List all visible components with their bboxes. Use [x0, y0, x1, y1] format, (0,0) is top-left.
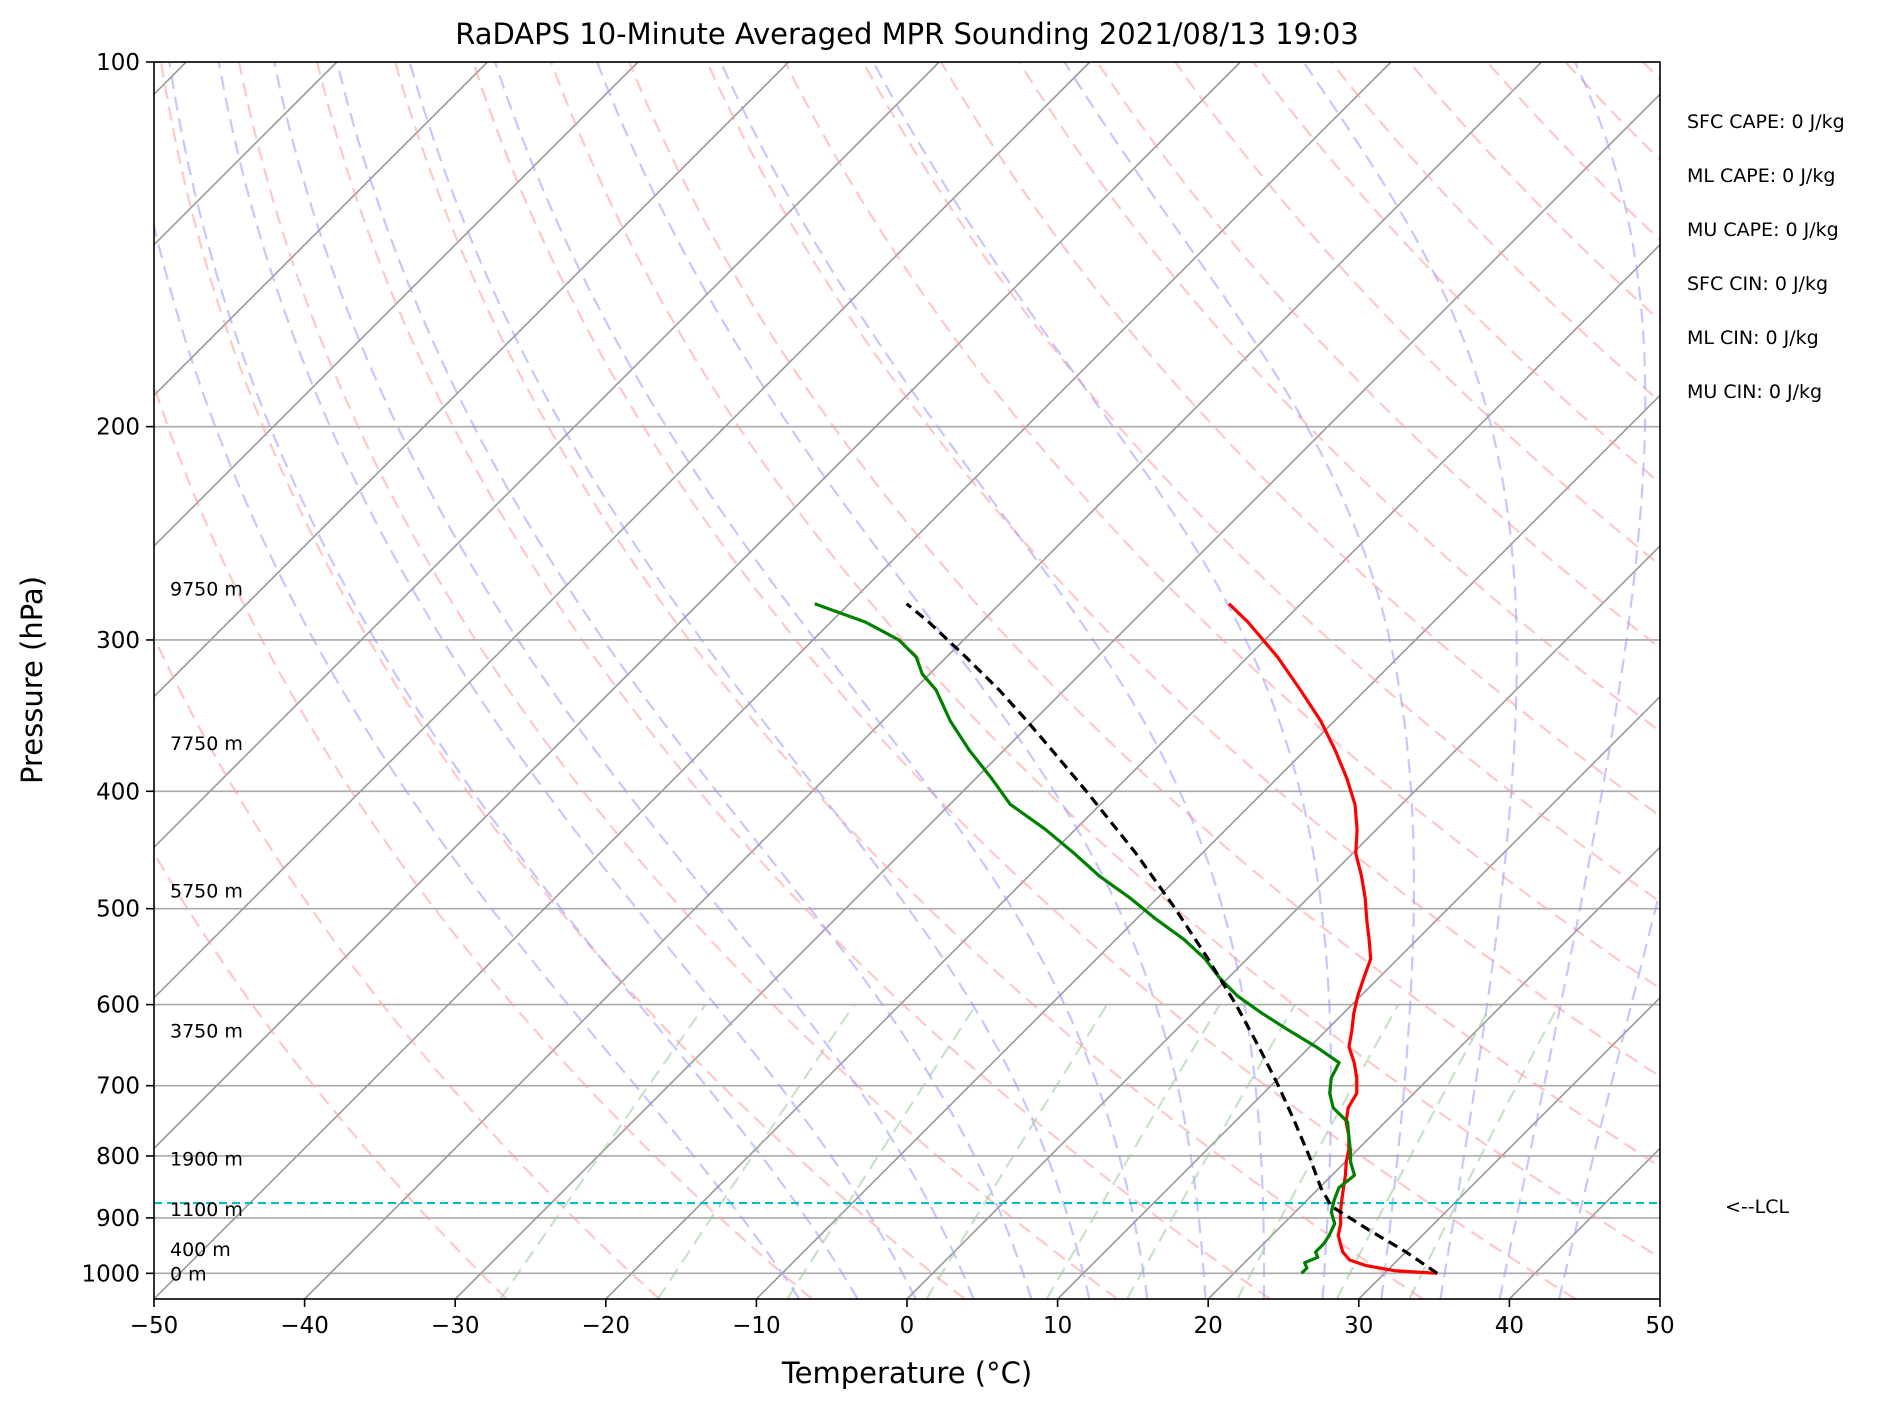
- moist-adiabat: [335, 62, 1033, 1299]
- mixing-ratio-line: [1236, 1004, 1400, 1299]
- isotherm: [1207, 846, 1660, 1299]
- chart-title: RaDAPS 10-Minute Averaged MPR Sounding 2…: [455, 17, 1359, 51]
- stability-index: MU CIN: 0 J/kg: [1687, 381, 1822, 403]
- y-axis-ticks: 100 200 300 400 500 600 700 800 900 1000: [81, 50, 154, 1287]
- y-tick-label: 300: [96, 628, 140, 654]
- stability-index: SFC CAPE: 0 J/kg: [1687, 111, 1845, 133]
- moist-adiabat: [1302, 62, 1518, 1299]
- x-axis-ticks: −50 −40 −30 −20 −10 0 10 20 30 40 50: [130, 1299, 1675, 1339]
- isotherm: [154, 62, 639, 548]
- stability-index: ML CAPE: 0 J/kg: [1687, 165, 1835, 187]
- stability-index: ML CIN: 0 J/kg: [1687, 327, 1819, 349]
- moist-adiabat: [168, 62, 859, 1299]
- temperature-line: [1227, 602, 1438, 1275]
- mixing-ratio-line: [1126, 1004, 1297, 1299]
- y-tick-label: 500: [96, 897, 140, 923]
- x-tick-label: 50: [1645, 1313, 1674, 1339]
- isotherm: [1057, 695, 1660, 1299]
- moist-adiabat: [273, 62, 975, 1299]
- mixing-ratio-line: [499, 1003, 707, 1299]
- moist-adiabat: [1063, 62, 1416, 1299]
- dry-adiabat: [862, 62, 1660, 903]
- moist-adiabat: [154, 221, 801, 1299]
- stability-index: MU CAPE: 0 J/kg: [1687, 219, 1839, 241]
- height-label: 400 m: [170, 1239, 231, 1261]
- dry-adiabat: [1018, 62, 1660, 733]
- y-tick-label: 200: [96, 415, 140, 441]
- x-tick-label: −30: [431, 1313, 480, 1339]
- height-label: 5750 m: [170, 880, 243, 902]
- stability-index: SFC CIN: 0 J/kg: [1687, 273, 1828, 295]
- isotherm: [154, 62, 1091, 999]
- y-tick-label: 400: [96, 779, 140, 805]
- parcel-path-line: [905, 602, 1439, 1275]
- x-tick-label: −40: [280, 1313, 329, 1339]
- x-axis-label: Temperature (°C): [781, 1356, 1032, 1390]
- x-tick-label: −50: [130, 1313, 179, 1339]
- y-axis-label: Pressure (hPa): [15, 576, 49, 784]
- dry-adiabat: [238, 62, 1119, 1299]
- dry-adiabat: [940, 62, 1660, 818]
- data-lines: [154, 602, 1660, 1275]
- dry-adiabat: [394, 62, 1424, 1299]
- isotherm: [1358, 996, 1660, 1299]
- dry-adiabat: [160, 62, 966, 1299]
- y-tick-label: 800: [96, 1144, 140, 1170]
- mixing-ratio-line: [656, 1003, 856, 1299]
- lcl-label: <--LCL: [1725, 1196, 1789, 1218]
- dry-adiabat: [154, 382, 813, 1299]
- isotherm: [154, 62, 790, 698]
- x-tick-label: −20: [582, 1313, 631, 1339]
- y-tick-label: 900: [96, 1206, 140, 1232]
- mixing-ratio-line: [1335, 1004, 1493, 1299]
- stability-indices: SFC CAPE: 0 J/kg ML CAPE: 0 J/kg MU CAPE: …: [1687, 111, 1845, 403]
- mixing-ratio-line: [1045, 1004, 1221, 1299]
- height-label: 1100 m: [170, 1199, 243, 1221]
- y-tick-label: 100: [96, 50, 140, 76]
- moist-adiabat: [408, 62, 1091, 1299]
- x-tick-label: 10: [1043, 1313, 1072, 1339]
- height-label: 0 m: [170, 1263, 207, 1285]
- dry-adiabat: [550, 62, 1660, 1259]
- isotherm: [304, 62, 1543, 1299]
- dewpoint-line: [814, 602, 1357, 1275]
- y-tick-label: 1000: [81, 1261, 140, 1287]
- x-tick-label: −10: [732, 1313, 781, 1339]
- mixing-ratio-line: [1408, 1004, 1560, 1299]
- isotherm: [154, 62, 1392, 1299]
- dry-adiabat: [784, 62, 1660, 990]
- moist-adiabat: [494, 62, 1149, 1299]
- mixing-ratio-line: [925, 1004, 1109, 1299]
- dry-adiabat: [706, 62, 1660, 1078]
- isotherm: [154, 62, 940, 849]
- isotherm: [154, 62, 488, 397]
- moist-adiabat: [719, 62, 1266, 1299]
- height-label: 3750 m: [170, 1020, 243, 1042]
- moist-adiabat: [217, 62, 917, 1299]
- isotherm: [454, 93, 1660, 1299]
- x-tick-label: 20: [1194, 1313, 1223, 1339]
- height-label: 7750 m: [170, 733, 243, 755]
- dry-adiabat: [628, 62, 1660, 1168]
- height-label: 1900 m: [170, 1149, 243, 1171]
- isotherm: [906, 544, 1660, 1299]
- x-tick-label: 30: [1344, 1313, 1373, 1339]
- moist-adiabat: [872, 62, 1333, 1299]
- x-tick-label: 0: [900, 1313, 915, 1339]
- x-tick-label: 40: [1495, 1313, 1524, 1339]
- height-label: 9750 m: [170, 578, 243, 600]
- y-tick-label: 600: [96, 993, 140, 1019]
- dry-adiabat: [472, 62, 1577, 1299]
- moist-adiabat: [1498, 62, 1647, 1299]
- moist-adiabat: [596, 62, 1207, 1299]
- background-lines: [154, 62, 1660, 1299]
- y-tick-label: 700: [96, 1074, 140, 1100]
- mixing-ratio-line: [786, 1003, 978, 1299]
- dry-adiabat: [154, 851, 508, 1299]
- moist-adiabat: [1558, 887, 1660, 1299]
- isotherm: [154, 62, 1241, 1150]
